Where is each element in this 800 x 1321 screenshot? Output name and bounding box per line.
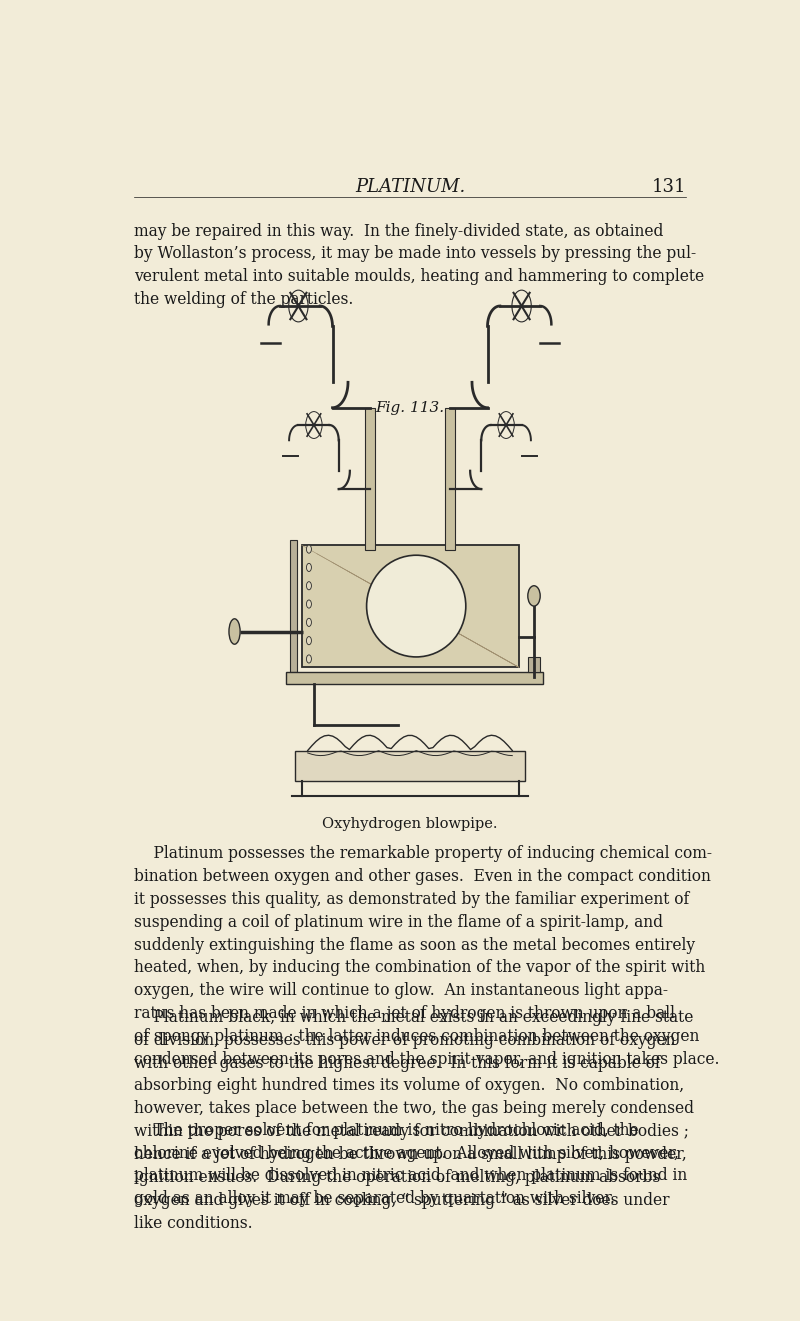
Circle shape xyxy=(528,585,540,606)
Circle shape xyxy=(306,600,311,608)
Text: Platinum possesses the remarkable property of inducing chemical com-
bination be: Platinum possesses the remarkable proper… xyxy=(134,845,720,1067)
Bar xyxy=(446,408,455,550)
Bar xyxy=(290,540,297,672)
Bar xyxy=(286,672,543,684)
Ellipse shape xyxy=(229,618,240,645)
Text: Platinum-black, in which the metal exists in an exceedingly fine state
of divisi: Platinum-black, in which the metal exist… xyxy=(134,1009,694,1231)
Circle shape xyxy=(306,637,311,645)
Text: Fig. 113.: Fig. 113. xyxy=(375,400,445,415)
Circle shape xyxy=(306,546,311,553)
Circle shape xyxy=(306,618,311,626)
Bar xyxy=(295,750,525,781)
Text: 131: 131 xyxy=(651,178,686,196)
Circle shape xyxy=(306,563,311,572)
Bar xyxy=(528,657,540,672)
Circle shape xyxy=(306,655,311,663)
Circle shape xyxy=(306,581,311,589)
Text: The proper solvent for platinum is nitro-hydrochloric acid, the
chlorine evolved: The proper solvent for platinum is nitro… xyxy=(134,1122,687,1207)
Text: may be repaired in this way.  In the finely-divided state, as obtained
by Wollas: may be repaired in this way. In the fine… xyxy=(134,223,704,308)
Text: PLATINUM.: PLATINUM. xyxy=(355,178,465,196)
Bar xyxy=(365,408,374,550)
Ellipse shape xyxy=(366,555,466,657)
Bar xyxy=(302,546,518,667)
Text: Oxyhydrogen blowpipe.: Oxyhydrogen blowpipe. xyxy=(322,816,498,831)
